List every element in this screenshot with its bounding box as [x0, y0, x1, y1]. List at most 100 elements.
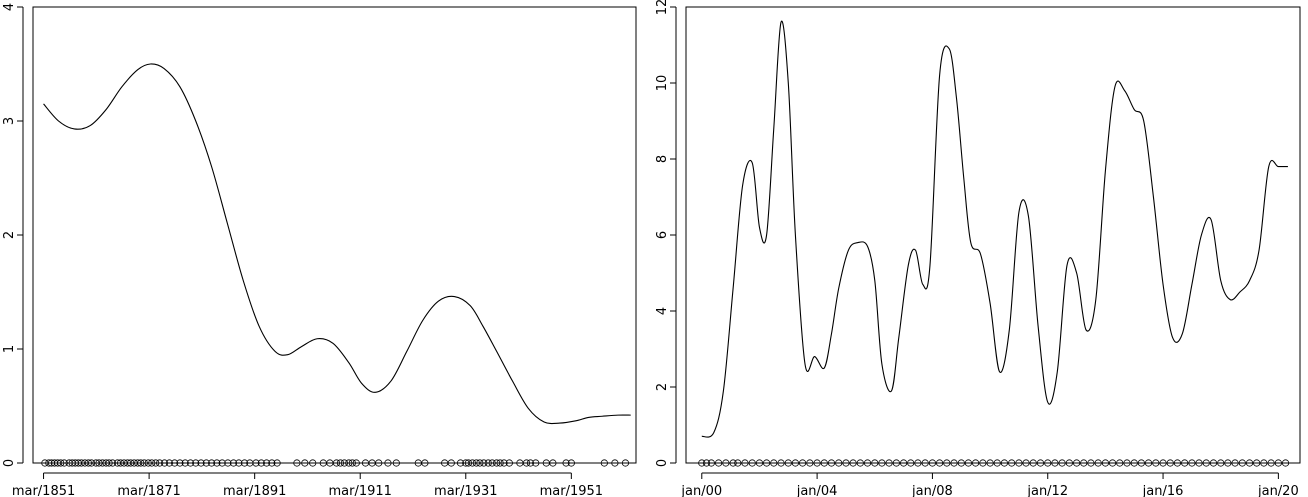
rug-point: [127, 459, 135, 467]
series-line: [43, 63, 631, 425]
rug-point: [871, 459, 879, 467]
rug-point: [348, 459, 356, 467]
y-tick-label: 2: [2, 231, 17, 239]
rug-point: [1116, 459, 1124, 467]
rug-point: [849, 459, 857, 467]
rug-point: [293, 459, 301, 467]
rug-point: [235, 459, 243, 467]
rug-point: [144, 459, 152, 467]
rug-point: [777, 459, 785, 467]
rug-point: [105, 459, 113, 467]
rug-point: [87, 459, 96, 467]
rug-point: [621, 459, 630, 467]
x-tick-label: jan/12: [1026, 484, 1068, 497]
rug-point: [993, 459, 1001, 467]
rug-point: [375, 459, 383, 467]
rug-point: [698, 459, 706, 467]
rug-point: [1231, 459, 1239, 467]
rug-point: [109, 459, 117, 467]
rug-point: [707, 459, 715, 467]
plot-frame: [685, 6, 1301, 464]
x-tick-label: mar/1931: [434, 484, 497, 497]
y-tick-label: 6: [655, 231, 670, 239]
y-tick-label: 4: [655, 307, 670, 315]
rug-point: [197, 459, 205, 467]
rug-point: [273, 459, 281, 467]
rug-point: [714, 459, 723, 467]
rug-point: [971, 459, 980, 467]
rug-point: [464, 459, 473, 467]
rug-point: [468, 459, 476, 467]
rug-point: [336, 459, 345, 467]
y-tick-label: 1: [2, 345, 17, 353]
rug-point: [160, 459, 169, 467]
rug-point: [488, 459, 496, 467]
y-tick-label: 2: [655, 383, 670, 391]
rug-point: [1238, 459, 1246, 467]
rug-point: [484, 459, 492, 467]
x-tick-label: jan/00: [680, 484, 722, 497]
x-tick-label: jan/20: [1257, 484, 1299, 497]
y-tick-label: 0: [655, 459, 670, 467]
rug-point: [268, 459, 276, 467]
rug-point: [748, 459, 756, 467]
rug-point: [181, 459, 189, 467]
rug-point: [1144, 459, 1153, 467]
rug-point: [943, 459, 951, 467]
rug-point: [116, 459, 125, 467]
rug-point: [784, 459, 792, 467]
y-tick-label: 4: [2, 3, 17, 11]
rug-point: [1260, 459, 1268, 467]
rug-point: [562, 459, 570, 467]
y-tick-label: 12: [655, 0, 670, 15]
rug-point: [532, 459, 540, 467]
rug-point: [835, 459, 843, 467]
x-tick-label: jan/08: [911, 484, 953, 497]
rug-point: [1195, 459, 1203, 467]
rug-point: [741, 459, 749, 467]
rug-point: [600, 459, 608, 467]
x-tick-label: jan/16: [1142, 484, 1184, 497]
rug-point: [137, 459, 145, 467]
rug-point: [806, 459, 814, 467]
rug-point: [447, 459, 455, 467]
x-tick-label: mar/1891: [223, 484, 286, 497]
rug-point: [229, 459, 238, 467]
y-tick-label: 3: [2, 117, 17, 125]
rug-point: [352, 459, 360, 467]
rug-point: [1087, 459, 1095, 467]
rug-point: [885, 459, 893, 467]
rug-point: [1029, 459, 1037, 467]
rug-point: [213, 459, 221, 467]
rug-point: [611, 459, 619, 467]
rug-point: [1051, 459, 1059, 467]
rug-point: [878, 459, 886, 467]
rug-point: [492, 459, 501, 467]
rug-point: [262, 459, 271, 467]
rug-point: [1058, 459, 1066, 467]
rug-point: [1267, 459, 1275, 467]
rug-point: [332, 459, 341, 467]
x-tick-label: mar/1951: [540, 484, 603, 497]
rug-point: [1281, 459, 1290, 467]
rug-point: [472, 459, 480, 467]
rug-point: [1036, 459, 1045, 467]
rug-point: [218, 459, 226, 467]
rug-point: [1044, 459, 1052, 467]
left-chart-panel: 0 1 2 3 4 mar/1851 mar/1871 mar/1891 mar/1911 mar…: [2, 3, 637, 497]
rug-point: [1123, 459, 1131, 467]
rug-point: [152, 459, 160, 467]
rug-point: [928, 459, 937, 467]
y-tick-label: 8: [655, 155, 670, 163]
rug-point: [95, 459, 103, 467]
rug-point: [252, 459, 260, 467]
series-line: [701, 20, 1288, 438]
rug-point: [729, 459, 737, 467]
rug-point: [964, 459, 973, 467]
rug-point: [421, 459, 429, 467]
rug-point: [476, 459, 484, 467]
rug-point: [791, 459, 799, 467]
rug-point: [734, 459, 742, 467]
rug-point: [1166, 459, 1174, 467]
